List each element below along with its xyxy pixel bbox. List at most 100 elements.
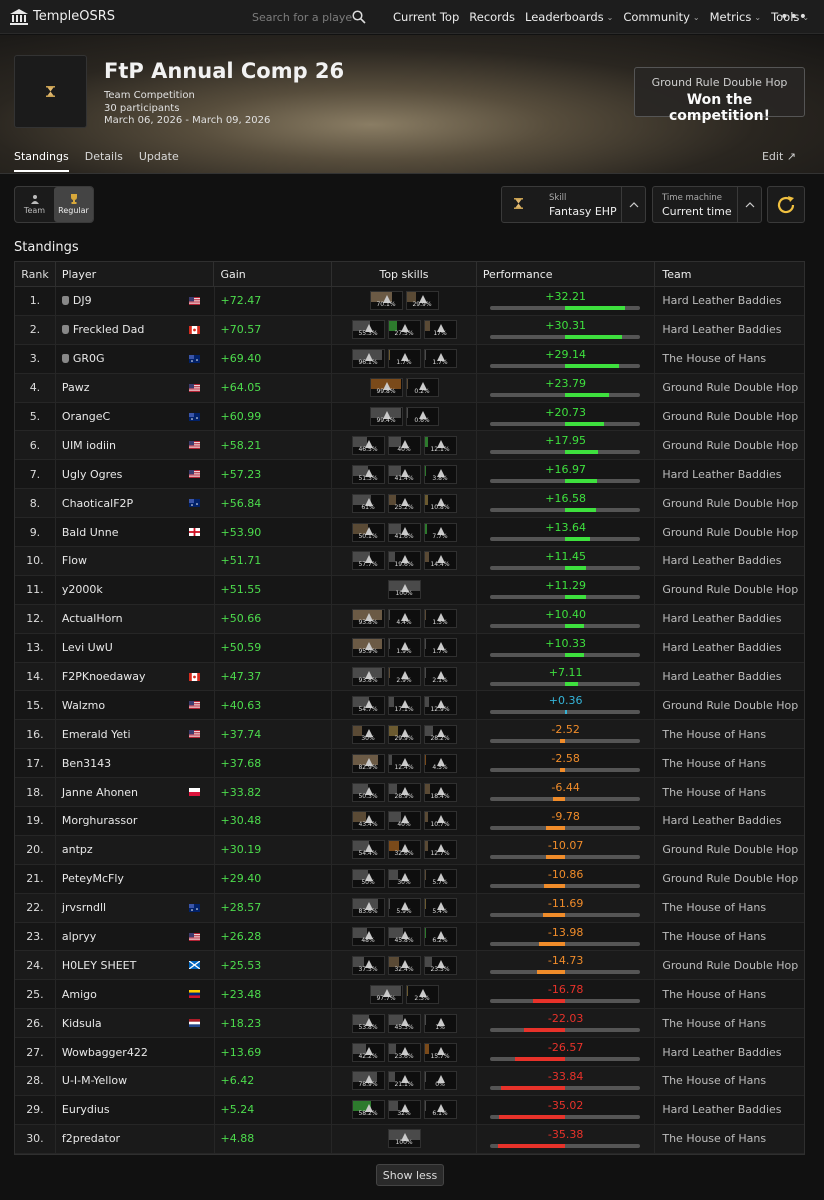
refresh-button[interactable] — [767, 186, 805, 223]
team-cell[interactable]: Hard Leather Baddies — [662, 1103, 782, 1117]
team-toggle-button[interactable]: Team — [15, 187, 54, 222]
performance-cell: +20.73 — [477, 402, 656, 431]
skill-share-bar — [424, 321, 430, 332]
gain-header[interactable]: Gain — [214, 262, 333, 287]
player-name-link[interactable]: y2000k — [61, 583, 103, 597]
skill-select[interactable]: Skill Fantasy EHP — [501, 186, 646, 223]
team-cell[interactable]: Ground Rule Double Hop — [662, 438, 799, 452]
player-name-link[interactable]: ActualHorn — [61, 612, 123, 626]
time-machine-select[interactable]: Time machine Current time — [652, 186, 762, 223]
player-name-link[interactable]: PeteyMcFly — [61, 872, 124, 886]
player-name-link[interactable]: Levi UwU — [61, 641, 113, 655]
team-cell[interactable]: The House of Hans — [662, 1074, 767, 1088]
team-cell[interactable]: Hard Leather Baddies — [662, 323, 782, 337]
player-name-link[interactable]: Wowbagger422 — [61, 1045, 148, 1059]
performance-header[interactable]: Performance — [477, 262, 656, 287]
player-name-link[interactable]: f2predator — [61, 1132, 121, 1146]
team-cell[interactable]: The House of Hans — [662, 987, 767, 1001]
player-name-link[interactable]: Janne Ahonen — [61, 785, 139, 799]
show-less-button[interactable]: Show less — [376, 1164, 444, 1186]
team-cell[interactable]: The House of Hans — [662, 756, 767, 770]
player-name-link[interactable]: UIM iodiin — [61, 438, 117, 452]
table-row: 19. Morghurassor +30.48 43.4% 40% 10.7% -9.78 H… — [15, 807, 804, 836]
team-cell[interactable]: Ground Rule Double Hop — [662, 872, 799, 886]
player-name-link[interactable]: Pawz — [61, 381, 90, 395]
chevron-up-icon[interactable] — [737, 187, 761, 222]
skill-badge: 14.4% — [423, 551, 457, 571]
player-name-link[interactable]: jrvsrndll — [61, 901, 107, 915]
player-name-link[interactable]: Kidsula — [61, 1016, 102, 1030]
player-name-link[interactable]: Flow — [61, 554, 88, 568]
player-name-link[interactable]: GR0G — [72, 352, 105, 366]
skill-icon — [364, 467, 373, 477]
team-cell[interactable]: Ground Rule Double Hop — [662, 410, 799, 423]
more-menu-icon[interactable]: ••• — [780, 9, 808, 25]
player-name-link[interactable]: antpz — [61, 843, 93, 857]
menu-item-records[interactable]: Records — [469, 10, 515, 24]
player-name-link[interactable]: Freckled Dad — [72, 323, 145, 337]
team-cell[interactable]: The House of Hans — [662, 1132, 767, 1146]
player-name-link[interactable]: Emerald Yeti — [61, 727, 131, 741]
team-cell[interactable]: Hard Leather Baddies — [662, 467, 782, 481]
tab-details[interactable]: Details — [84, 150, 123, 163]
player-name-link[interactable]: Amigo — [61, 987, 97, 1001]
menu-item-community[interactable]: Community ⌄ — [623, 10, 699, 24]
team-cell[interactable]: Hard Leather Baddies — [662, 814, 782, 828]
player-name-link[interactable]: Eurydius — [61, 1103, 110, 1117]
skill-share-bar — [424, 552, 429, 563]
team-cell[interactable]: Ground Rule Double Hop — [662, 496, 799, 510]
team-cell[interactable]: Hard Leather Baddies — [662, 641, 782, 655]
team-cell[interactable]: Hard Leather Baddies — [662, 554, 782, 568]
rank-header[interactable]: Rank — [15, 262, 56, 287]
player-name-link[interactable]: Ugly Ogres — [61, 467, 123, 481]
team-cell[interactable]: Hard Leather Baddies — [662, 1045, 782, 1059]
tab-standings[interactable]: Standings — [14, 150, 69, 172]
skill-share-bar — [370, 292, 393, 303]
team-cell[interactable]: The House of Hans — [662, 1016, 767, 1030]
menu-item-leaderboards[interactable]: Leaderboards ⌄ — [525, 10, 613, 24]
performance-cell: -10.86 — [477, 864, 656, 893]
team-cell[interactable]: Ground Rule Double Hop — [662, 698, 799, 712]
player-name-link[interactable]: OrangeC — [61, 410, 111, 423]
team-cell[interactable]: The House of Hans — [662, 727, 767, 741]
performance-bar-fill — [552, 797, 565, 802]
player-name-link[interactable]: Ben3143 — [61, 756, 112, 770]
edit-link[interactable]: Edit ↗ — [761, 150, 796, 163]
player-name-link[interactable]: H0LEY SHEET — [61, 958, 137, 972]
player-name-link[interactable]: alpryy — [61, 930, 97, 944]
menu-item-current-top[interactable]: Current Top — [393, 10, 459, 24]
player-name-link[interactable]: U-I-M-Yellow — [61, 1074, 128, 1088]
team-cell[interactable]: Hard Leather Baddies — [662, 612, 782, 626]
team-header[interactable]: Team — [662, 268, 692, 281]
skill-badge: 23.5% — [423, 955, 457, 975]
team-cell[interactable]: The House of Hans — [662, 901, 767, 915]
team-cell[interactable]: The House of Hans — [662, 785, 767, 799]
team-cell[interactable]: The House of Hans — [662, 352, 767, 366]
menu-item-tools[interactable]: Tools ⌄ — [771, 10, 809, 24]
player-name-link[interactable]: Morghurassor — [61, 814, 138, 828]
search-icon[interactable] — [352, 10, 366, 24]
player-name-link[interactable]: F2PKnoedaway — [61, 670, 146, 684]
team-cell[interactable]: Hard Leather Baddies — [662, 670, 782, 684]
player-header[interactable]: Player — [56, 262, 215, 287]
winner-team: Ground Rule Double Hop — [651, 76, 788, 89]
site-logo[interactable]: TempleOSRS — [10, 8, 115, 25]
player-name-link[interactable]: ChaoticalF2P — [61, 496, 134, 510]
team-cell[interactable]: Hard Leather Baddies — [662, 294, 782, 308]
player-name-link[interactable]: DJ9 — [72, 294, 92, 308]
player-name-link[interactable]: Walzmo — [61, 698, 106, 712]
player-name-link[interactable]: Bald Unne — [61, 525, 119, 539]
chevron-up-icon[interactable] — [621, 187, 645, 222]
team-cell[interactable]: Ground Rule Double Hop — [662, 843, 799, 857]
regular-toggle-button[interactable]: Regular — [54, 187, 93, 222]
performance-bar — [489, 363, 640, 368]
team-cell[interactable]: Ground Rule Double Hop — [662, 583, 799, 597]
menu-item-metrics[interactable]: Metrics ⌄ — [710, 10, 761, 24]
team-cell[interactable]: Ground Rule Double Hop — [662, 381, 799, 395]
team-cell[interactable]: The House of Hans — [662, 930, 767, 944]
skill-badge: 17% — [423, 320, 457, 340]
search-input[interactable] — [252, 10, 352, 24]
team-cell[interactable]: Ground Rule Double Hop — [662, 525, 799, 539]
team-cell[interactable]: Ground Rule Double Hop — [662, 958, 799, 972]
tab-update[interactable]: Update — [138, 150, 179, 163]
